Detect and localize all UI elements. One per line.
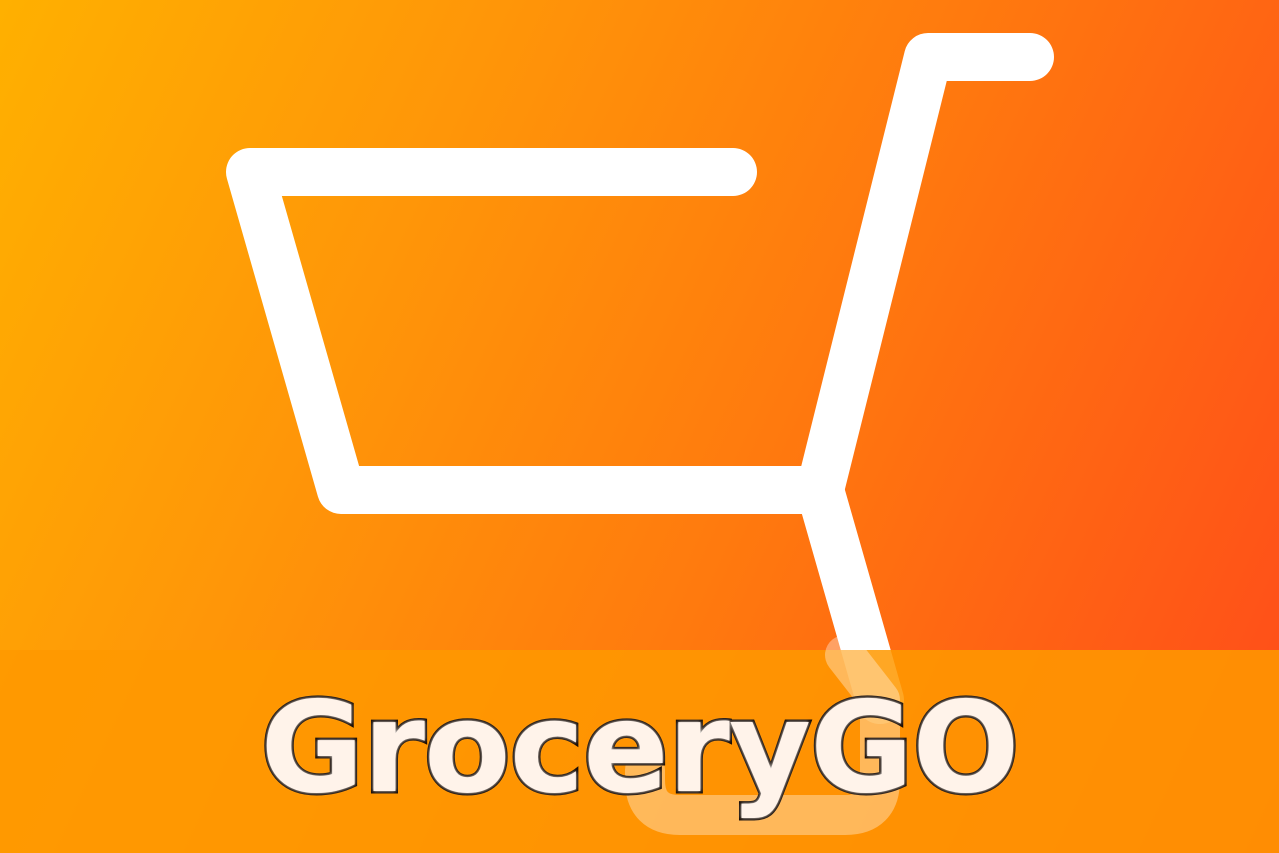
brand-banner xyxy=(0,650,1279,853)
brand-name: GroceryGO xyxy=(258,674,1022,821)
